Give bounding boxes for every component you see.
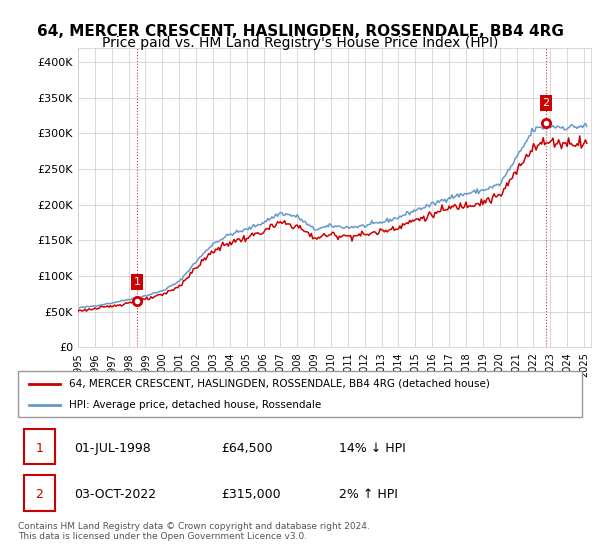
Text: HPI: Average price, detached house, Rossendale: HPI: Average price, detached house, Ross…	[69, 400, 321, 410]
Text: 2% ↑ HPI: 2% ↑ HPI	[340, 488, 398, 501]
Text: 1: 1	[133, 277, 140, 287]
Text: £64,500: £64,500	[221, 442, 272, 455]
FancyBboxPatch shape	[23, 430, 55, 464]
FancyBboxPatch shape	[23, 475, 55, 511]
Text: 2: 2	[35, 488, 43, 501]
Text: £315,000: £315,000	[221, 488, 281, 501]
FancyBboxPatch shape	[18, 371, 582, 417]
Text: 1: 1	[35, 442, 43, 455]
Text: 14% ↓ HPI: 14% ↓ HPI	[340, 442, 406, 455]
Text: Contains HM Land Registry data © Crown copyright and database right 2024.
This d: Contains HM Land Registry data © Crown c…	[18, 522, 370, 542]
Text: 03-OCT-2022: 03-OCT-2022	[74, 488, 157, 501]
Text: Price paid vs. HM Land Registry's House Price Index (HPI): Price paid vs. HM Land Registry's House …	[102, 36, 498, 50]
Text: 2: 2	[542, 98, 550, 108]
Text: 01-JUL-1998: 01-JUL-1998	[74, 442, 151, 455]
Text: 64, MERCER CRESCENT, HASLINGDEN, ROSSENDALE, BB4 4RG: 64, MERCER CRESCENT, HASLINGDEN, ROSSEND…	[37, 24, 563, 39]
Text: 64, MERCER CRESCENT, HASLINGDEN, ROSSENDALE, BB4 4RG (detached house): 64, MERCER CRESCENT, HASLINGDEN, ROSSEND…	[69, 379, 490, 389]
